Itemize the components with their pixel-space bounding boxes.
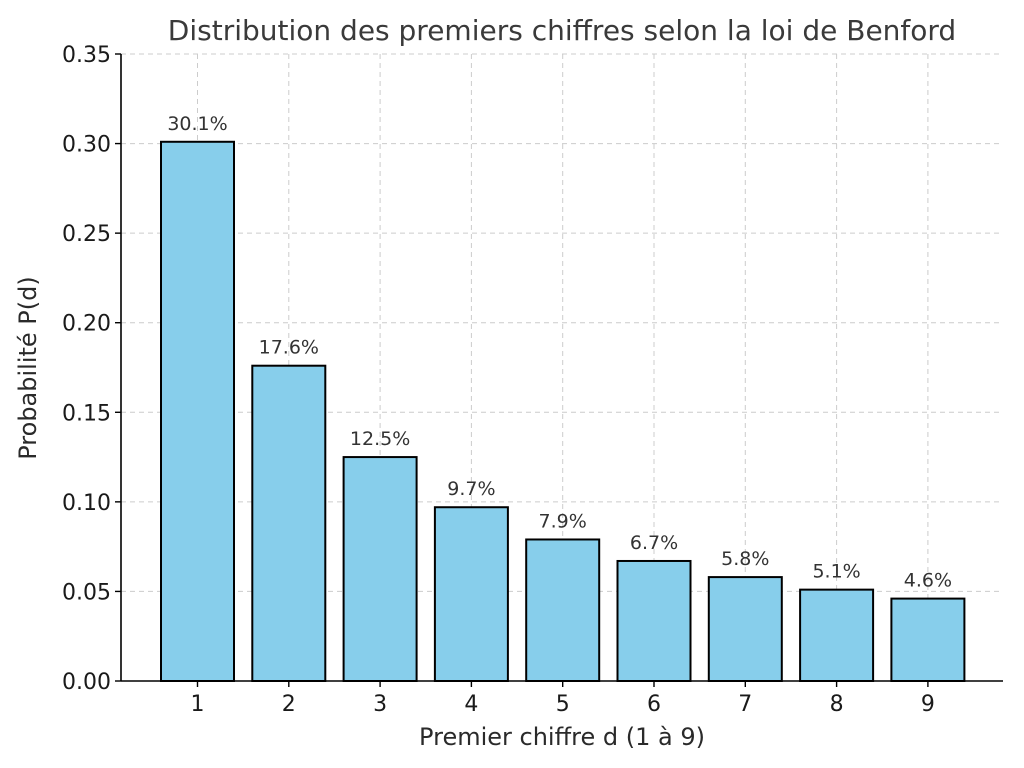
x-tick-label: 2	[282, 692, 296, 717]
bar-value-label: 17.6%	[259, 337, 319, 359]
x-tick-label: 8	[830, 692, 844, 717]
y-tick-label: 0.20	[62, 312, 111, 337]
bar-value-label: 5.8%	[721, 548, 769, 570]
x-tick-label: 4	[464, 692, 478, 717]
bar-value-label: 12.5%	[350, 428, 410, 450]
bar-digit-2	[251, 364, 327, 682]
y-axis-label: Probabilité P(d)	[14, 276, 42, 460]
x-tick-label: 7	[738, 692, 752, 717]
y-tick-label: 0.30	[62, 133, 111, 158]
bar-value-label: 5.1%	[812, 561, 860, 583]
x-tick-label: 5	[556, 692, 570, 717]
y-tick-label: 0.25	[62, 222, 111, 247]
bar-digit-5	[525, 538, 601, 683]
y-tick-label: 0.10	[62, 491, 111, 516]
bar-value-label: 6.7%	[630, 532, 678, 554]
x-tick-label: 3	[373, 692, 387, 717]
bars	[160, 140, 966, 683]
bar-digit-8	[799, 588, 875, 682]
chart-title: Distribution des premiers chiffres selon…	[168, 14, 956, 47]
x-axis-label: Premier chiffre d (1 à 9)	[419, 723, 705, 751]
bar-digit-4	[433, 506, 509, 682]
data-labels: 30.1% 17.6% 12.5% 9.7% 7.9% 6.7% 5.8% 5.1% 4.6%	[167, 113, 952, 592]
x-axis-ticks: 1 2 3 4 5 6 7 8 9	[191, 681, 935, 717]
bar-value-label: 30.1%	[167, 113, 227, 135]
y-tick-label: 0.00	[62, 670, 111, 695]
x-tick-label: 1	[191, 692, 205, 717]
bar-value-label: 4.6%	[904, 570, 952, 592]
y-tick-label: 0.05	[62, 580, 111, 605]
bar-digit-1	[160, 140, 235, 682]
bar-digit-6	[616, 559, 692, 683]
bar-digit-3	[342, 456, 418, 683]
y-tick-label: 0.35	[62, 43, 111, 68]
bar-digit-9	[890, 597, 966, 683]
bar-value-label: 9.7%	[447, 478, 495, 500]
y-tick-label: 0.15	[62, 401, 111, 426]
bar-digit-7	[707, 576, 783, 683]
bar-value-label: 7.9%	[539, 510, 587, 532]
x-tick-label: 9	[921, 692, 935, 717]
x-tick-label: 6	[647, 692, 661, 717]
y-axis-ticks: 0.00 0.05 0.10 0.15 0.20 0.25 0.30 0.35	[62, 43, 121, 695]
